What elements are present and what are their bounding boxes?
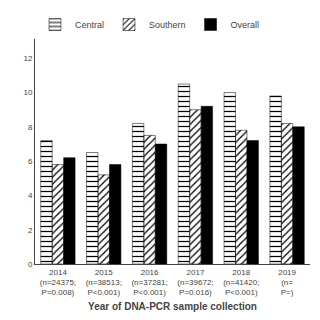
svg-text:10: 10 [23,88,32,97]
svg-text:Overall: Overall [231,20,260,30]
svg-text:2017(n=39672;P=0.016): 2017(n=39672;P=0.016) [177,268,213,298]
svg-text:2016(n=37281;P<0.001): 2016(n=37281;P<0.001) [131,268,167,298]
svg-text:12: 12 [23,54,32,63]
svg-text:2014(n=24375;P=0.008): 2014(n=24375;P=0.008) [40,268,76,298]
svg-text:2018(n=41420;P<0.001): 2018(n=41420;P<0.001) [223,268,259,298]
svg-text:Year of DNA-PCR sample collect: Year of DNA-PCR sample collection [88,301,257,312]
svg-text:6: 6 [28,157,33,166]
svg-text:8: 8 [28,123,33,132]
svg-text:2015(n=38513;P<0.001): 2015(n=38513;P<0.001) [86,268,122,298]
svg-text:2: 2 [28,226,33,235]
svg-text:Central: Central [75,20,104,30]
svg-text:4: 4 [28,191,33,200]
svg-text:2019(n=P=): 2019(n=P=) [278,268,296,298]
svg-text:0: 0 [28,260,33,269]
svg-text:Southern: Southern [149,20,186,30]
